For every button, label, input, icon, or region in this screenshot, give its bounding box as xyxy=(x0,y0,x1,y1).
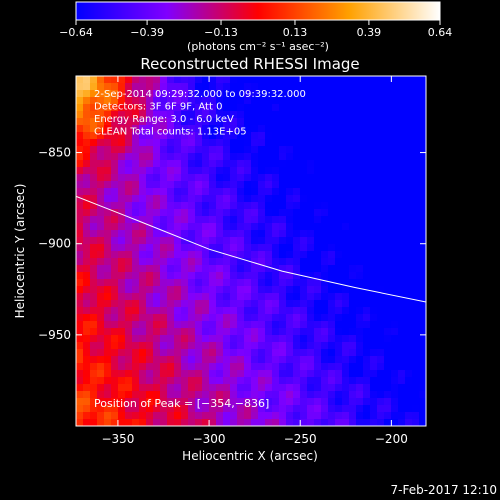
chart-title: Reconstructed RHESSI Image xyxy=(140,55,359,73)
colorbar-gradient xyxy=(75,1,441,21)
annotations: 2-Sep-2014 09:29:32.000 to 09:39:32.000 D… xyxy=(94,89,306,138)
colorbar-tick-label: 0.13 xyxy=(283,26,308,39)
y-tick-label: −950 xyxy=(38,328,71,342)
heatmap xyxy=(76,76,426,426)
y-tick-label: −850 xyxy=(38,146,71,160)
x-tick-label: −250 xyxy=(284,432,317,446)
colorbar-ticks: −0.64 −0.39 −0.13 0.13 0.39 0.64 xyxy=(59,20,452,39)
colorbar-label: (photons cm⁻² s⁻¹ asec⁻²) xyxy=(187,40,329,53)
timestamp: 7-Feb-2017 12:10 xyxy=(391,483,497,497)
annotation-line: Energy Range: 3.0 - 6.0 keV xyxy=(94,114,234,125)
annotation-line: 2-Sep-2014 09:29:32.000 to 09:39:32.000 xyxy=(94,89,306,100)
plot-frame xyxy=(75,75,427,427)
x-tick-label: −300 xyxy=(193,432,226,446)
x-axis-ticks: −350 −300 −250 −200 xyxy=(101,76,408,446)
limb-curve xyxy=(76,195,426,303)
peak-position-label: Position of Peak = [−354,−836] xyxy=(94,397,269,410)
x-tick-label: −200 xyxy=(375,432,408,446)
y-axis-ticks: −850 −900 −950 xyxy=(38,146,426,342)
annotation-line: Detectors: 3F 6F 9F, Att 0 xyxy=(94,102,222,113)
colorbar-tick-label: 0.39 xyxy=(357,26,382,39)
x-axis-label: Heliocentric X (arcsec) xyxy=(182,449,318,463)
colorbar-tick-label: −0.13 xyxy=(204,26,238,39)
colorbar-tick-label: −0.64 xyxy=(59,26,93,39)
annotation-line: CLEAN Total counts: 1.13E+05 xyxy=(94,127,247,138)
x-tick-label: −350 xyxy=(101,432,134,446)
colorbar: −0.64 −0.39 −0.13 0.13 0.39 0.64 (photons cm⁻… xyxy=(59,1,452,53)
colorbar-tick-label: 0.64 xyxy=(428,26,453,39)
y-axis-label: Heliocentric Y (arcsec) xyxy=(13,184,27,319)
colorbar-tick-label: −0.39 xyxy=(130,26,164,39)
y-tick-label: −900 xyxy=(38,237,71,251)
